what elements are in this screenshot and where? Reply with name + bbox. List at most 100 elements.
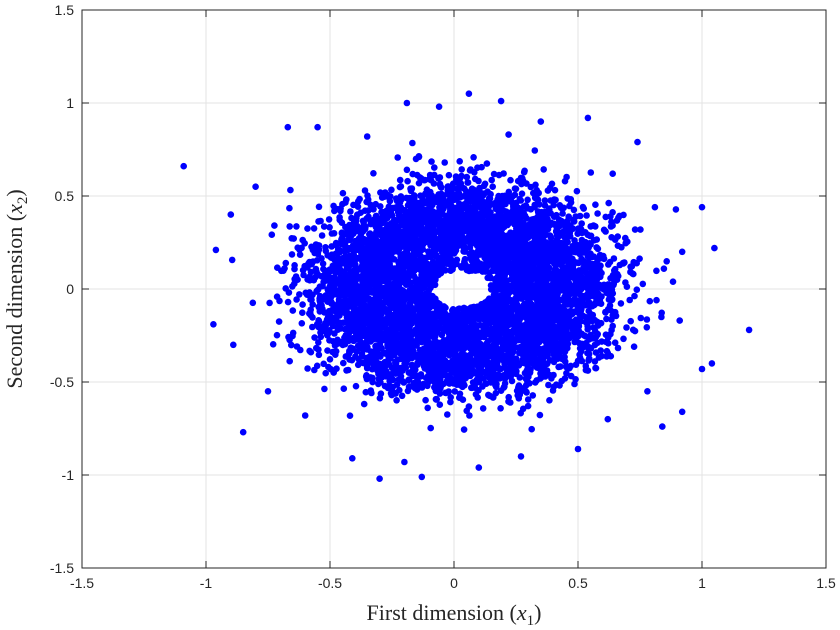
data-point bbox=[460, 426, 468, 433]
data-point bbox=[327, 293, 335, 301]
data-point bbox=[273, 331, 281, 339]
data-point bbox=[553, 239, 561, 246]
data-point bbox=[364, 343, 371, 351]
data-point bbox=[522, 382, 530, 389]
data-point bbox=[370, 206, 377, 213]
data-point bbox=[427, 176, 435, 184]
data-point bbox=[535, 338, 543, 346]
data-point bbox=[554, 342, 561, 350]
data-point bbox=[286, 204, 293, 212]
data-point bbox=[586, 315, 594, 323]
data-point bbox=[598, 253, 605, 261]
data-point bbox=[546, 397, 553, 404]
data-point bbox=[340, 359, 347, 367]
data-point bbox=[381, 293, 389, 301]
data-point bbox=[523, 342, 530, 349]
data-point bbox=[524, 196, 531, 204]
data-point bbox=[274, 264, 281, 272]
data-point bbox=[502, 346, 509, 353]
data-point bbox=[318, 323, 326, 330]
data-point bbox=[383, 213, 391, 220]
data-point bbox=[282, 259, 290, 267]
data-point bbox=[311, 366, 318, 374]
data-point bbox=[463, 407, 471, 415]
data-point bbox=[611, 267, 618, 274]
data-point bbox=[464, 179, 471, 186]
data-point bbox=[299, 236, 307, 244]
data-point bbox=[622, 279, 629, 286]
data-point bbox=[288, 235, 296, 242]
data-point bbox=[561, 312, 569, 320]
data-point bbox=[532, 379, 539, 386]
data-point bbox=[591, 316, 599, 324]
data-point bbox=[541, 197, 549, 204]
data-point bbox=[310, 225, 318, 232]
data-point bbox=[501, 312, 509, 320]
data-point bbox=[438, 265, 445, 273]
data-point bbox=[296, 291, 303, 298]
data-point bbox=[608, 234, 615, 241]
data-point bbox=[600, 226, 608, 234]
data-point bbox=[299, 301, 306, 308]
data-point bbox=[377, 189, 384, 196]
data-point bbox=[511, 185, 519, 192]
data-point bbox=[614, 344, 622, 352]
data-point bbox=[293, 296, 300, 303]
data-point bbox=[557, 363, 564, 370]
data-point bbox=[357, 209, 365, 216]
data-point bbox=[271, 222, 278, 229]
data-point bbox=[386, 377, 394, 385]
data-point bbox=[447, 267, 454, 274]
data-point bbox=[533, 186, 540, 194]
data-point bbox=[633, 286, 641, 294]
data-point bbox=[359, 217, 367, 225]
data-point bbox=[310, 276, 318, 284]
data-point bbox=[324, 347, 331, 354]
data-point bbox=[576, 212, 584, 220]
data-point bbox=[459, 383, 466, 391]
data-point bbox=[293, 343, 301, 350]
data-point bbox=[643, 316, 651, 323]
data-point bbox=[548, 375, 555, 382]
data-point bbox=[468, 384, 475, 392]
data-point bbox=[563, 369, 570, 377]
data-point bbox=[273, 293, 281, 301]
data-point bbox=[315, 346, 322, 353]
data-point bbox=[515, 204, 522, 212]
data-point bbox=[291, 265, 298, 273]
data-point bbox=[286, 357, 294, 365]
data-point bbox=[441, 234, 449, 242]
data-point bbox=[517, 174, 525, 182]
data-point bbox=[468, 350, 475, 358]
data-point bbox=[438, 361, 445, 369]
data-point bbox=[275, 318, 283, 325]
data-point bbox=[447, 394, 455, 401]
data-point bbox=[572, 376, 579, 383]
data-point bbox=[523, 389, 530, 396]
data-point bbox=[470, 154, 477, 161]
data-point bbox=[576, 284, 583, 291]
data-point bbox=[594, 210, 601, 217]
data-point bbox=[409, 363, 417, 370]
data-point bbox=[454, 368, 461, 375]
data-point bbox=[573, 187, 581, 195]
data-point bbox=[487, 274, 494, 282]
data-point bbox=[618, 244, 625, 251]
data-point bbox=[326, 224, 333, 231]
data-point bbox=[584, 349, 591, 357]
data-point bbox=[455, 376, 462, 383]
data-point bbox=[320, 360, 328, 368]
data-point bbox=[586, 232, 594, 240]
data-point bbox=[384, 360, 392, 368]
data-point bbox=[405, 383, 413, 391]
data-point bbox=[313, 249, 321, 257]
data-point bbox=[427, 424, 435, 432]
data-point bbox=[626, 296, 633, 304]
data-point bbox=[495, 208, 503, 215]
data-point bbox=[592, 223, 599, 230]
data-point bbox=[558, 377, 565, 385]
data-point bbox=[300, 271, 307, 279]
data-point bbox=[359, 359, 367, 367]
data-point bbox=[345, 244, 353, 252]
